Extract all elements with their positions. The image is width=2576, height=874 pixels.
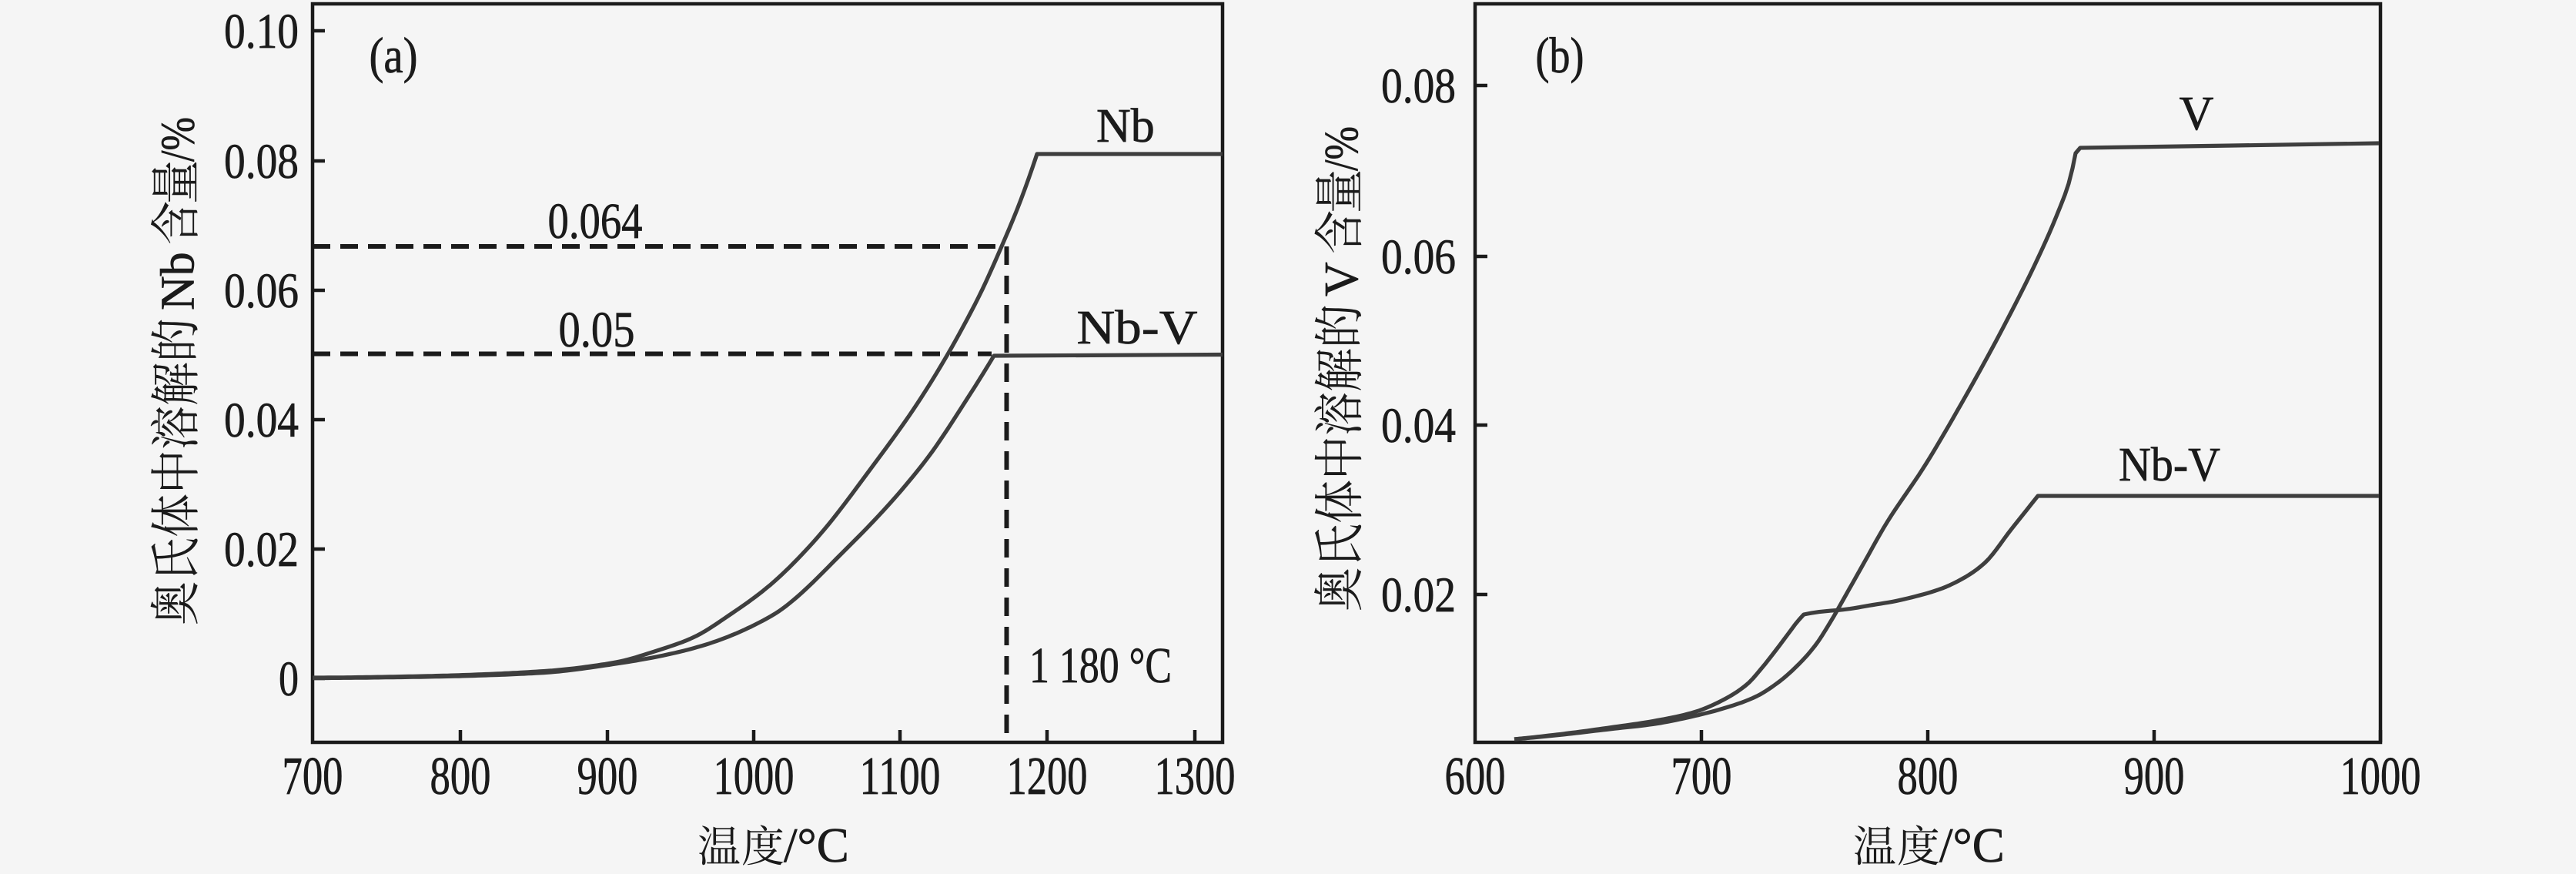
svg-text:1 180 °C: 1 180 °C bbox=[1029, 638, 1172, 694]
svg-text:700: 700 bbox=[1671, 747, 1732, 806]
svg-text:Nb-V: Nb-V bbox=[1077, 302, 1198, 354]
svg-text:700: 700 bbox=[283, 747, 343, 806]
svg-text:600: 600 bbox=[1445, 747, 1506, 806]
svg-text:1000: 1000 bbox=[714, 747, 795, 806]
svg-text:V: V bbox=[2180, 88, 2214, 140]
svg-text:/°C: /°C bbox=[784, 819, 849, 872]
svg-text:/%: /% bbox=[152, 117, 205, 162]
svg-text:/%: /% bbox=[1316, 126, 1368, 171]
svg-text:900: 900 bbox=[577, 747, 638, 806]
svg-text:0.02: 0.02 bbox=[224, 522, 299, 578]
svg-text:/°C: /°C bbox=[1939, 819, 2005, 872]
svg-text:Nb-V: Nb-V bbox=[2119, 439, 2220, 491]
svg-text:(a): (a) bbox=[370, 28, 418, 84]
svg-text:0.08: 0.08 bbox=[224, 134, 299, 189]
svg-text:0.064: 0.064 bbox=[548, 193, 643, 249]
svg-text:800: 800 bbox=[430, 747, 491, 806]
svg-text:1100: 1100 bbox=[860, 747, 941, 806]
svg-text:V: V bbox=[1316, 262, 1368, 296]
svg-text:Nb: Nb bbox=[152, 252, 205, 310]
svg-text:0.02: 0.02 bbox=[1381, 568, 1456, 623]
svg-text:0.10: 0.10 bbox=[224, 4, 299, 59]
svg-text:0.04: 0.04 bbox=[1381, 398, 1456, 454]
svg-text:0.06: 0.06 bbox=[1381, 229, 1456, 285]
svg-text:0.04: 0.04 bbox=[224, 393, 299, 448]
svg-text:0.06: 0.06 bbox=[224, 263, 299, 319]
svg-text:1200: 1200 bbox=[1007, 747, 1088, 806]
svg-text:1300: 1300 bbox=[1155, 747, 1236, 806]
svg-text:0: 0 bbox=[279, 651, 299, 707]
svg-text:(b): (b) bbox=[1536, 28, 1584, 84]
svg-text:0.05: 0.05 bbox=[559, 302, 635, 358]
svg-text:1000: 1000 bbox=[2340, 747, 2421, 806]
svg-text:Nb: Nb bbox=[1096, 100, 1155, 152]
svg-text:800: 800 bbox=[1898, 747, 1959, 806]
svg-text:900: 900 bbox=[2124, 747, 2185, 806]
svg-text:0.08: 0.08 bbox=[1381, 59, 1456, 114]
